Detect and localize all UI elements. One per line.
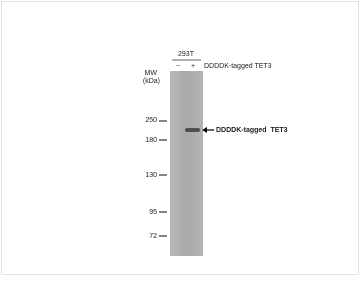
band [185,128,200,132]
condition-label: DDDDK-tagged TET3 [204,63,272,70]
marker-label: 180 [145,137,157,144]
figure: 293T − + DDDDK-tagged TET3 MW (kDa) 250 … [0,0,360,276]
lane-plus: + [191,63,195,70]
marker-label: 250 [145,117,157,124]
mw-title: MW [145,70,158,77]
marker-label: 130 [145,172,157,179]
band-label: DDDDK-tagged TET3 [216,127,288,134]
page: 293T − + DDDDK-tagged TET3 MW (kDa) 250 … [0,0,360,276]
blot [170,71,203,256]
marker-label: 95 [149,209,157,216]
lane-minus: − [176,63,180,70]
marker-label: 72 [149,233,157,240]
mw-unit: (kDa) [143,78,160,85]
cell-line: 293T [178,51,195,58]
